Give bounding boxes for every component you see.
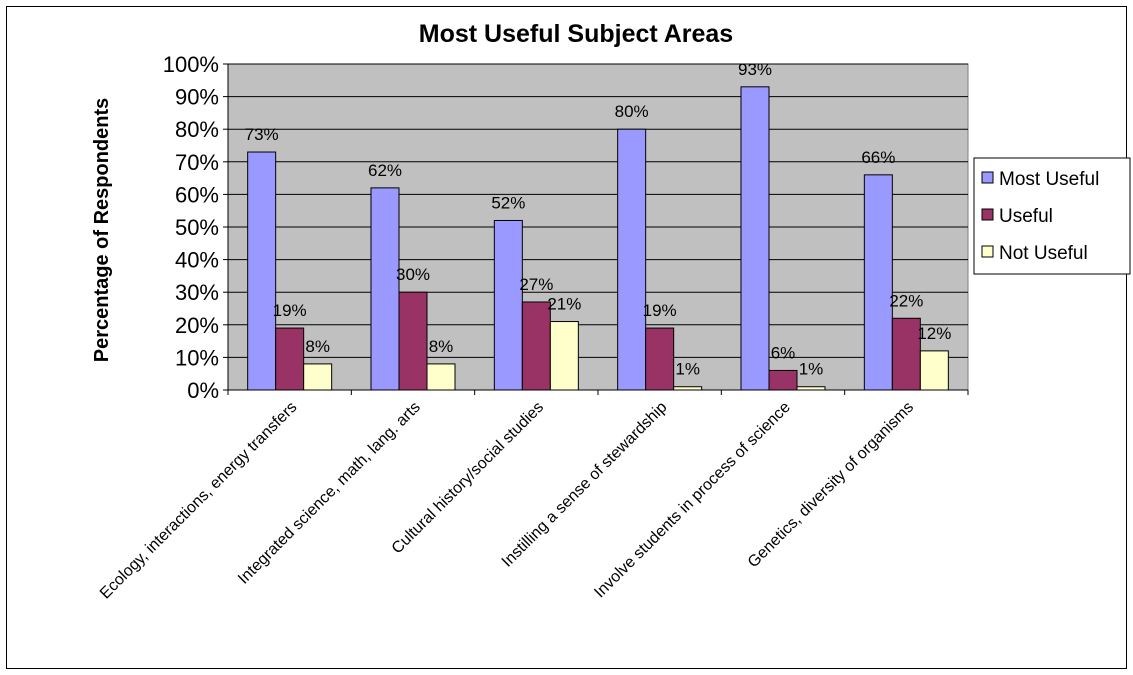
- data-label: 93%: [738, 60, 772, 79]
- legend-swatch: [981, 245, 994, 258]
- bar-most-useful: [863, 174, 893, 391]
- data-label: 30%: [396, 265, 430, 284]
- y-tick-label: 100%: [163, 52, 219, 77]
- bar-most-useful: [493, 219, 523, 391]
- data-label: 8%: [305, 337, 330, 356]
- data-label: 1%: [675, 360, 700, 379]
- bar-not-useful: [549, 321, 579, 391]
- legend-label: Most Useful: [999, 169, 1099, 190]
- data-labels: 73%19%8%62%30%8%52%27%21%80%19%1%93%6%1%…: [245, 60, 952, 379]
- y-tick-label: 20%: [175, 313, 219, 338]
- bar-most-useful: [740, 86, 770, 391]
- y-tick-label: 90%: [175, 85, 219, 110]
- y-tick-label: 30%: [175, 280, 219, 305]
- bar-useful: [275, 327, 305, 391]
- legend-swatch: [981, 208, 994, 221]
- data-label: 12%: [917, 324, 951, 343]
- data-label: 27%: [519, 275, 553, 294]
- bar-useful: [768, 369, 798, 391]
- y-tick-label: 40%: [175, 248, 219, 273]
- legend-box: [973, 157, 1131, 275]
- data-label: 21%: [547, 295, 581, 314]
- bar-not-useful: [919, 350, 949, 391]
- data-label: 80%: [615, 102, 649, 121]
- chart-title: Most Useful Subject Areas: [419, 20, 733, 48]
- data-label: 66%: [861, 148, 895, 167]
- gridlines: [228, 63, 968, 358]
- data-label: 22%: [889, 291, 923, 310]
- bar-useful: [398, 291, 428, 391]
- legend: Most Useful Useful Not Useful: [973, 157, 1131, 275]
- data-label: 73%: [245, 125, 279, 144]
- bar-useful: [891, 317, 921, 391]
- bar-useful: [645, 327, 675, 391]
- y-tick-label: 10%: [175, 345, 219, 370]
- bar-not-useful: [426, 363, 456, 391]
- data-label: 1%: [799, 360, 824, 379]
- legend-label: Useful: [999, 206, 1053, 227]
- legend-swatch: [981, 171, 994, 184]
- bar-useful: [521, 301, 551, 391]
- y-tick-label: 70%: [175, 150, 219, 175]
- data-label: 19%: [643, 301, 677, 320]
- data-label: 8%: [429, 337, 454, 356]
- y-tick-label: 50%: [175, 215, 219, 240]
- data-label: 6%: [771, 343, 796, 362]
- y-tick-label: 80%: [175, 117, 219, 142]
- y-axis-label: Percentage of Respondents: [91, 98, 113, 363]
- y-tick-label: 0%: [187, 378, 219, 403]
- bar-most-useful: [247, 151, 277, 391]
- bar-not-useful: [303, 363, 333, 391]
- y-tick-label: 60%: [175, 182, 219, 207]
- bar-most-useful: [617, 128, 647, 391]
- legend-label: Not Useful: [999, 243, 1088, 264]
- data-label: 19%: [273, 301, 307, 320]
- data-label: 52%: [491, 193, 525, 212]
- bar-most-useful: [370, 187, 400, 391]
- data-label: 62%: [368, 161, 402, 180]
